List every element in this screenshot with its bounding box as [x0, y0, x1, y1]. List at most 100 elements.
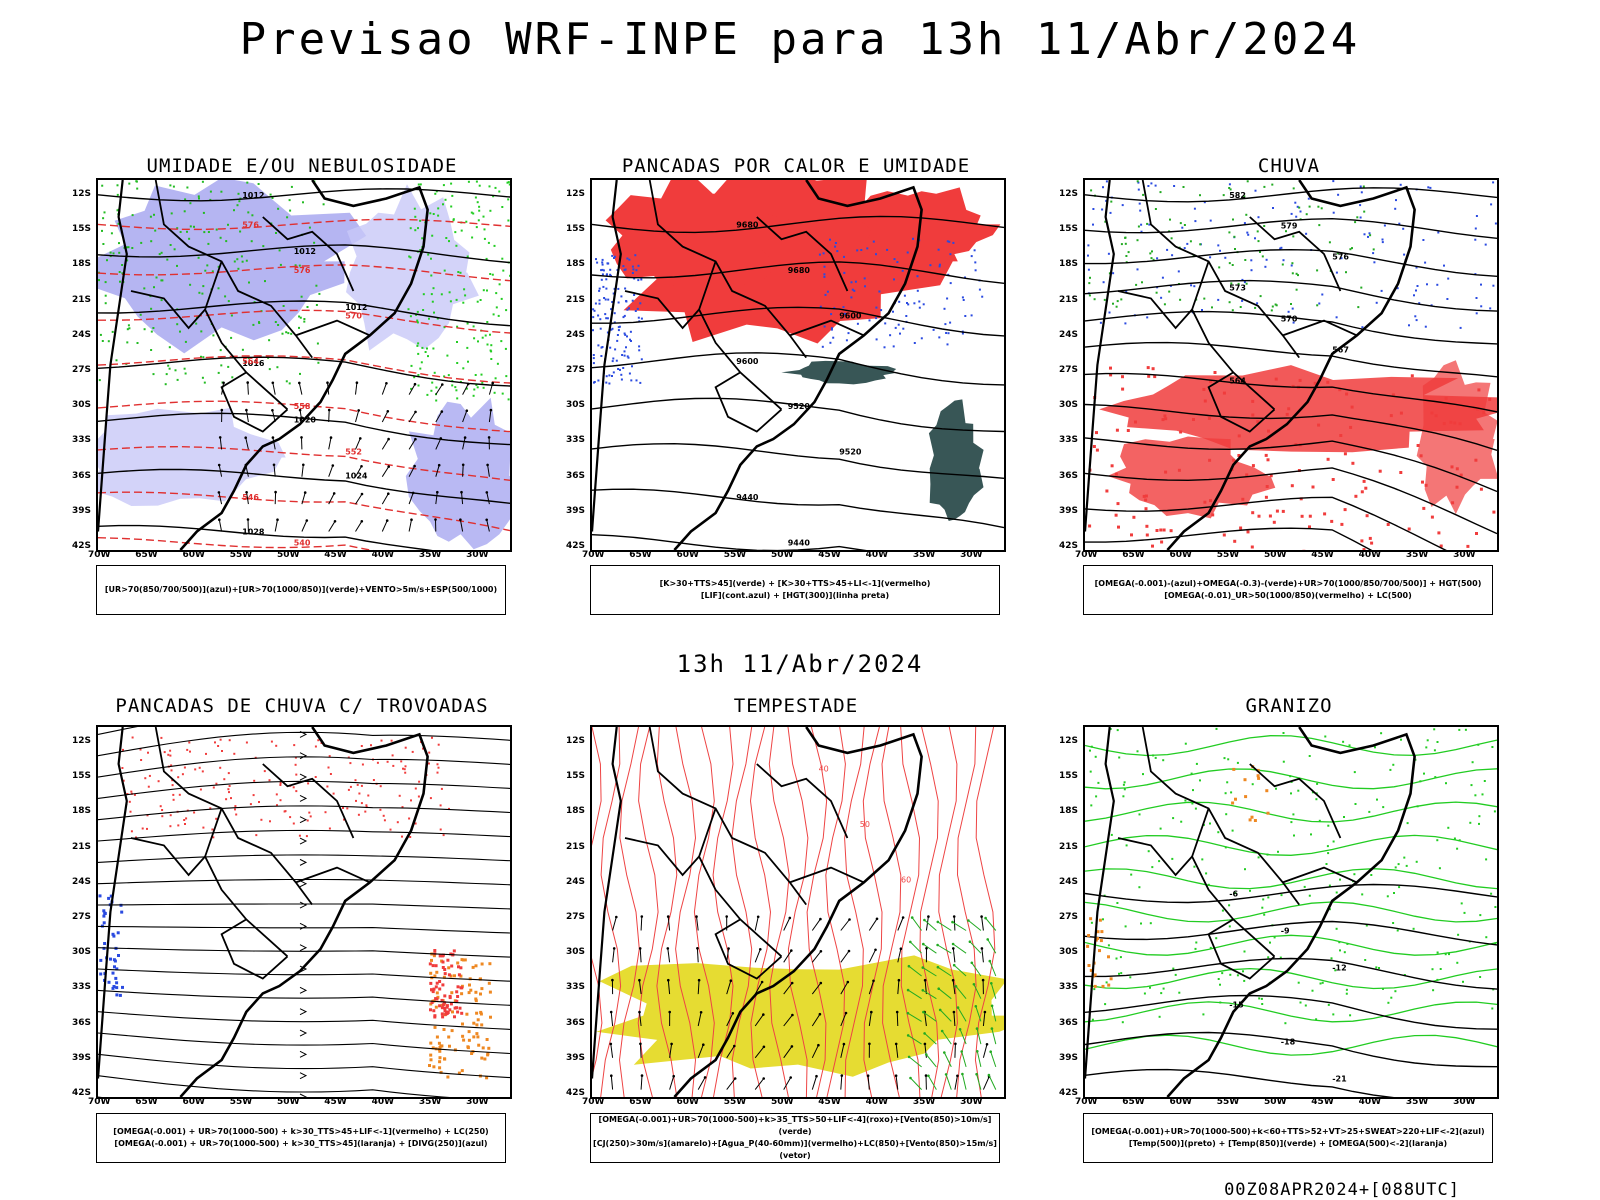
thunder-k-tts-area [467, 1038, 471, 1042]
temp-850-contour [1243, 950, 1246, 953]
thunder-rain-area [404, 765, 407, 768]
omega-blue [1380, 289, 1383, 292]
rain-omega-area [1407, 527, 1411, 531]
temp-850-contour [1160, 992, 1163, 995]
lifted-index-contour [981, 295, 984, 298]
omega-green [1088, 294, 1091, 297]
rain-omega-area [1144, 498, 1148, 502]
rain-omega-area [1147, 374, 1151, 378]
contour-label: 1028 [242, 528, 265, 537]
humidity-low-level-contour [303, 320, 306, 323]
lifted-index-contour [903, 294, 906, 297]
thunder-k-tts-area [470, 1052, 474, 1055]
temp-850-contour [1406, 822, 1409, 825]
humidity-low-level-contour [507, 198, 510, 201]
lifted-index-contour [946, 343, 949, 346]
wind-vector-850 [697, 1012, 702, 1027]
rain-omega-area [1209, 499, 1212, 503]
thunder-rain-area [252, 794, 255, 797]
thunder-k-tts-area [438, 1066, 442, 1070]
lifted-index-contour [637, 316, 640, 319]
humidity-low-level-contour [426, 393, 429, 396]
lifted-index-contour [843, 312, 846, 315]
lifted-index-contour [601, 261, 604, 264]
thunder-rain-area [329, 773, 332, 775]
wind-vector [272, 382, 276, 395]
wind-vector-850 [840, 950, 850, 963]
temp-850-contour [1118, 972, 1120, 975]
latitude-label: 27S [566, 365, 586, 375]
omega-green [1137, 225, 1140, 228]
thunder-rain-area [392, 764, 395, 767]
rain-omega-area [1264, 495, 1268, 499]
omega-green [1297, 274, 1299, 277]
temp-850-contour [1354, 803, 1357, 805]
omega-green [1295, 272, 1298, 275]
humidity-low-level-contour [104, 294, 107, 297]
contour-label: 576 [294, 266, 311, 275]
temp-850-contour [1120, 972, 1123, 975]
humidity-low-level-contour [176, 227, 179, 230]
thunder-rain-area [455, 1006, 458, 1010]
humidity-low-level-contour [435, 399, 438, 402]
latitude-label: 24S [72, 329, 92, 340]
lifted-index-contour [623, 350, 626, 353]
humidity-low-level-contour [490, 358, 493, 360]
omega-blue [1494, 222, 1497, 225]
wind-vector [381, 493, 389, 505]
humidity-low-level-contour [496, 362, 499, 365]
longitude-label: 45W [1311, 1097, 1334, 1107]
panel-legend: [OMEGA(-0.001)+UR>70(1000-500)+k<60+TTS>… [1083, 1113, 1493, 1163]
omega-green [1320, 207, 1323, 210]
rain-omega-area [1349, 425, 1353, 429]
thunder-k-tts-area [429, 1053, 433, 1057]
humidity-low-level-contour [408, 255, 411, 258]
humidity-low-level-contour [198, 197, 200, 200]
humidity-low-level-contour [128, 182, 131, 185]
strong-wind-850 [990, 983, 997, 999]
thunder-k-tts-area [462, 1038, 466, 1042]
longitude-label: 65W [135, 1097, 158, 1107]
omega-green [1271, 183, 1274, 186]
temp-850-contour [1215, 727, 1218, 730]
rain-omega-area [1155, 529, 1159, 532]
omega-blue [1459, 326, 1462, 329]
omega-blue [1156, 257, 1159, 260]
lifted-index-contour [818, 253, 821, 256]
temp-850-contour [1327, 852, 1330, 855]
thunder-k-tts-area [453, 974, 456, 978]
omega-blue [1426, 283, 1428, 286]
thunder-rain-area [450, 964, 454, 968]
humidity-low-level-contour [241, 348, 244, 351]
contour-label: 40 [819, 764, 829, 773]
rain-omega-area [1092, 445, 1096, 448]
lifted-index-contour [964, 276, 966, 279]
latitude-label: 12S [1059, 736, 1079, 746]
rain-omega-area [1476, 407, 1479, 411]
strong-wind-850 [968, 920, 982, 931]
humidity-low-level-contour [409, 256, 412, 259]
omega-500-area [1093, 973, 1097, 977]
thunder-rain-area [403, 768, 406, 771]
wind-vector-850 [754, 1046, 765, 1059]
wind-vector-850 [840, 1075, 843, 1090]
omega-blue [1489, 307, 1492, 310]
temp-850-contour [1315, 1018, 1318, 1021]
omega-green [1110, 200, 1113, 203]
lifted-index-contour [916, 275, 919, 278]
humidity-low-level-contour [419, 367, 422, 370]
humidity-low-level-contour [215, 228, 218, 231]
thunder-rain-area [445, 1005, 449, 1009]
humidity-low-level-contour [495, 292, 498, 295]
thunder-rain-area [121, 767, 124, 769]
humidity-low-level-contour [298, 264, 301, 267]
humidity-low-level-contour [158, 253, 161, 256]
humidity-low-level-contour [173, 248, 176, 251]
lifted-index-contour [854, 280, 857, 283]
omega-green [1244, 259, 1247, 261]
omega-blue [1402, 227, 1405, 230]
temp-850-contour [1436, 951, 1439, 954]
contour-label: 546 [242, 493, 259, 502]
precipitable-water-contour [749, 727, 772, 1097]
lifted-index-contour [636, 307, 639, 310]
